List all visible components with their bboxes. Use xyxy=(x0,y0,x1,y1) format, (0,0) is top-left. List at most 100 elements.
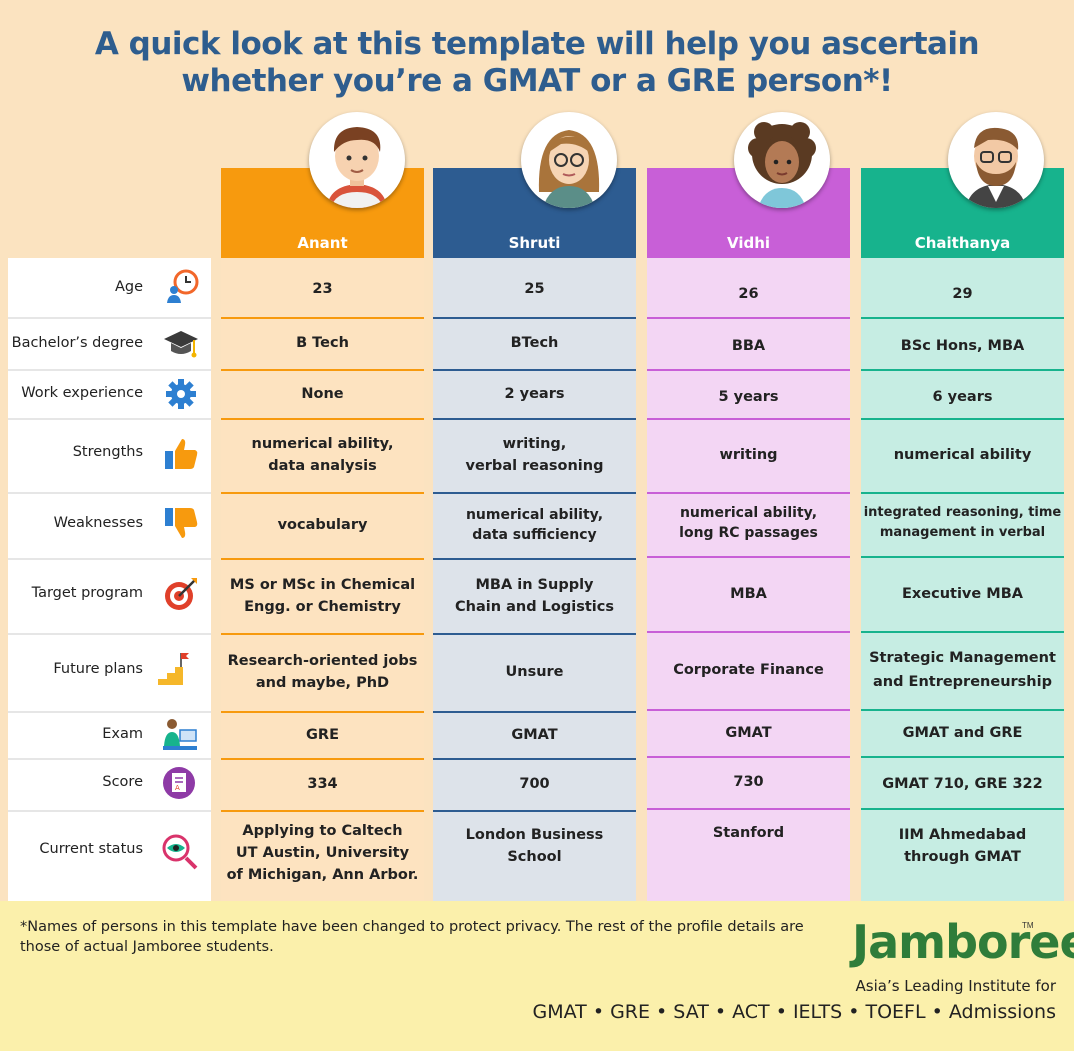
target-icon xyxy=(163,576,199,612)
row-separator xyxy=(647,418,850,420)
cell-degree-vidhi: BBA xyxy=(731,338,766,354)
services-list: GMAT • GRE • SAT • ACT • IELTS • TOEFL •… xyxy=(532,1001,1056,1023)
row-separator xyxy=(861,317,1064,319)
column-anant xyxy=(221,258,424,901)
person-name: Anant xyxy=(297,234,348,252)
row-separator xyxy=(433,317,636,319)
cell-age-vidhi: 26 xyxy=(738,286,759,302)
age-clock-person-icon xyxy=(164,268,200,304)
cell-target-vidhi: MBA xyxy=(730,585,767,602)
cell-status-anant: Applying to Caltech UT Austin, Universit… xyxy=(226,822,419,883)
row-separator xyxy=(221,558,424,560)
row-label-weaknesses: Weaknesses xyxy=(53,515,143,531)
label-row-separator xyxy=(8,317,211,319)
cell-status-chaithanya: IIM Ahmedabad through GMAT xyxy=(898,827,1027,865)
cell-weaknesses-vidhi: numerical ability, long RC passages xyxy=(679,505,818,541)
cell-degree-anant: B Tech xyxy=(296,335,349,351)
row-separator xyxy=(433,758,636,760)
person-name: Shruti xyxy=(508,234,561,252)
cell-plans-chaithanya: Strategic Management and Entrepreneurshi… xyxy=(869,650,1056,690)
svg-text:A: A xyxy=(175,784,180,792)
row-separator xyxy=(433,492,636,494)
row-separator xyxy=(221,633,424,635)
row-separator xyxy=(861,808,1064,810)
row-label-exam: Exam xyxy=(102,726,143,742)
cell-exam-chaithanya: GMAT and GRE xyxy=(902,724,1023,741)
label-row-separator xyxy=(8,492,211,494)
row-separator xyxy=(647,631,850,633)
cell-work-vidhi: 5 years xyxy=(718,388,779,405)
curly-haired-woman-avatar-icon xyxy=(734,112,830,208)
cell-target-chaithanya: Executive MBA xyxy=(902,585,1023,602)
label-row-separator xyxy=(8,810,211,812)
label-row-separator xyxy=(8,369,211,371)
footer: *Names of persons in this template have … xyxy=(0,901,1074,1051)
cell-strengths-anant: numerical ability, data analysis xyxy=(251,436,394,474)
row-label-score: Score xyxy=(102,774,143,790)
cell-plans-shruti: Unsure xyxy=(505,664,564,680)
cell-exam-shruti: GMAT xyxy=(511,726,558,743)
cell-target-anant: MS or MSc in Chemical Engg. or Chemistry xyxy=(229,576,416,615)
cell-age-chaithanya: 29 xyxy=(952,286,973,302)
cell-plans-vidhi: Corporate Finance xyxy=(673,662,824,678)
tagline: Asia’s Leading Institute for xyxy=(855,977,1056,995)
row-separator xyxy=(861,631,1064,633)
row-label-future-plans: Future plans xyxy=(53,661,143,677)
column-chaithanya xyxy=(861,258,1064,901)
cell-score-vidhi: 730 xyxy=(733,774,764,790)
cell-degree-shruti: BTech xyxy=(510,335,559,351)
row-separator xyxy=(221,418,424,420)
row-label-strengths: Strengths xyxy=(72,444,143,460)
column-vidhi xyxy=(647,258,850,901)
cell-plans-anant: Research-oriented jobs and maybe, PhD xyxy=(227,653,418,691)
young-man-avatar-icon xyxy=(309,112,405,208)
row-label-age: Age xyxy=(114,279,143,295)
row-label-target-program: Target program xyxy=(31,585,143,601)
cell-score-chaithanya: GMAT 710, GRE 322 xyxy=(882,776,1043,792)
cell-weaknesses-chaithanya: integrated reasoning, time management in… xyxy=(863,505,1062,540)
row-separator xyxy=(861,756,1064,758)
row-separator xyxy=(861,709,1064,711)
cell-strengths-vidhi: writing xyxy=(719,447,778,463)
row-separator xyxy=(221,758,424,760)
row-separator xyxy=(861,492,1064,494)
label-row-separator xyxy=(8,633,211,635)
cell-strengths-chaithanya: numerical ability xyxy=(893,447,1032,463)
cell-age-shruti: 25 xyxy=(524,280,545,297)
thumbs-up-icon xyxy=(163,435,199,471)
cell-work-chaithanya: 6 years xyxy=(932,388,993,405)
row-separator xyxy=(433,418,636,420)
privacy-disclaimer: *Names of persons in this template have … xyxy=(20,919,804,955)
label-row-separator xyxy=(8,558,211,560)
cell-age-anant: 23 xyxy=(312,280,333,297)
row-separator xyxy=(433,369,636,371)
row-separator xyxy=(647,756,850,758)
row-separator xyxy=(433,810,636,812)
label-row-separator xyxy=(8,711,211,713)
cell-strengths-shruti: writing, verbal reasoning xyxy=(465,436,604,474)
cell-weaknesses-shruti: numerical ability, data sufficiency xyxy=(465,507,604,543)
cell-degree-chaithanya: BSc Hons, MBA xyxy=(900,338,1025,354)
title-line-2: whether you’re a GMAT or a GRE person*! xyxy=(181,63,893,99)
student-at-computer-icon xyxy=(162,716,198,752)
row-separator xyxy=(647,808,850,810)
row-separator xyxy=(861,369,1064,371)
row-separator xyxy=(433,633,636,635)
stairs-flag-icon xyxy=(157,651,193,687)
column-shruti xyxy=(433,258,636,901)
cell-score-shruti: 700 xyxy=(519,776,550,792)
gear-icon xyxy=(163,376,199,412)
cell-exam-vidhi: GMAT xyxy=(725,724,772,741)
cell-score-anant: 334 xyxy=(307,776,338,792)
row-separator xyxy=(647,492,850,494)
row-separator xyxy=(221,711,424,713)
row-separator xyxy=(221,369,424,371)
title-line-1: A quick look at this template will help … xyxy=(94,26,980,62)
bearded-man-avatar-icon xyxy=(948,112,1044,208)
cell-work-shruti: 2 years xyxy=(504,385,565,402)
label-row-separator xyxy=(8,758,211,760)
person-name: Vidhi xyxy=(726,234,771,252)
trademark-mark: TM xyxy=(1022,921,1034,930)
jamboree-logo: Jamboree xyxy=(852,915,1074,969)
cell-work-anant: None xyxy=(301,385,344,402)
